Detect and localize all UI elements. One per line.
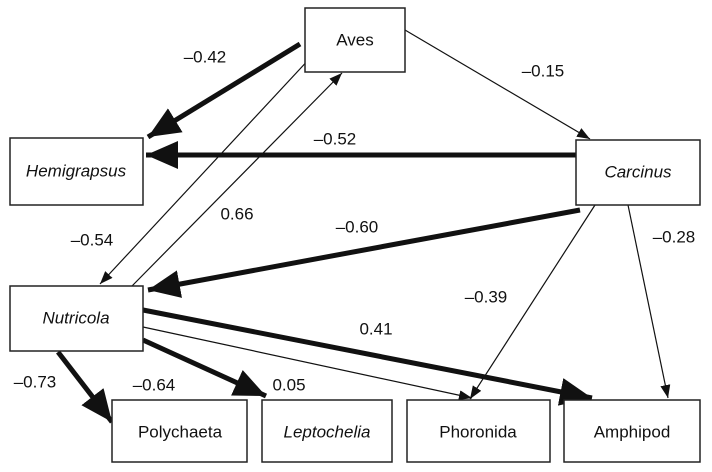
edge — [469, 204, 596, 400]
node-box — [111, 399, 248, 463]
node-box — [304, 7, 406, 73]
edge-label: –0.60 — [336, 217, 379, 236]
edge-label: –0.39 — [465, 287, 508, 306]
node-label: Leptochelia — [284, 422, 371, 441]
edge — [131, 72, 343, 287]
edge — [404, 29, 591, 140]
node-label: Nutricola — [42, 308, 109, 327]
edge-label: –0.64 — [133, 375, 176, 394]
edge-label: –0.54 — [71, 230, 114, 249]
node-label: Aves — [336, 30, 374, 49]
node-box — [9, 285, 144, 352]
node-label: Amphipod — [594, 422, 671, 441]
node-box — [9, 137, 144, 206]
node-box — [261, 399, 393, 463]
edge — [142, 326, 473, 401]
edge-label: 0.05 — [272, 375, 305, 394]
node-label: Hemigrapsus — [26, 161, 127, 180]
edge-label: –0.28 — [653, 227, 696, 246]
edge — [142, 307, 593, 406]
node-label: Polychaeta — [138, 422, 223, 441]
edge — [141, 337, 268, 399]
edge-label: –0.52 — [314, 129, 357, 148]
node-box — [575, 139, 701, 206]
edge — [627, 204, 671, 399]
node-label: Carcinus — [604, 162, 672, 181]
node-label: Phoronida — [439, 422, 517, 441]
node-box — [563, 399, 701, 463]
edge-label: –0.42 — [184, 47, 227, 66]
edge — [146, 41, 302, 140]
node-box — [406, 399, 551, 463]
edge-label: –0.73 — [14, 372, 57, 391]
edge — [147, 207, 581, 298]
edge-label: 0.41 — [359, 319, 392, 338]
edge — [56, 350, 114, 424]
edge-label: 0.66 — [220, 204, 253, 223]
edge — [99, 55, 313, 285]
edge-label: –0.15 — [522, 61, 565, 80]
